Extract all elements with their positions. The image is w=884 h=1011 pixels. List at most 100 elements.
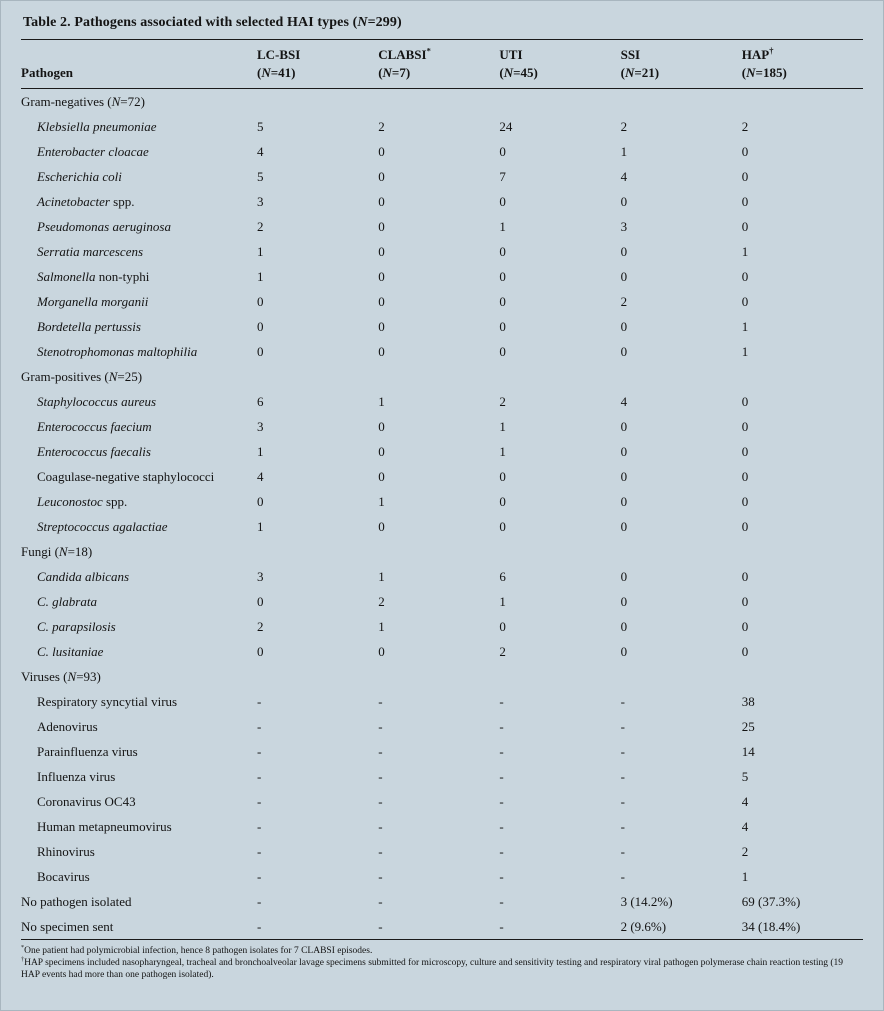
value-uti [499,89,620,99]
value-ssi: - [620,844,625,859]
value-clabsi: - [378,894,383,909]
table-row: Respiratory syncytial virus - - - - 38 [21,689,863,714]
value-hap: 0 [741,619,749,634]
value-uti: 0 [499,269,506,284]
value-hap: 38 [741,694,755,709]
table-row: C. glabrata 0 2 1 0 0 [21,589,863,614]
table-row: C. lusitaniae 0 0 2 0 0 [21,639,863,664]
value-clabsi [378,664,499,674]
table-row: Candida albicans 3 1 6 0 0 [21,564,863,589]
value-ssi: - [620,719,625,734]
table-title: Table 2. Pathogens associated with selec… [23,15,402,30]
value-ssi: - [620,744,625,759]
value-ssi [621,89,742,99]
pathogen-name: Rhinovirus [37,844,95,859]
table-row: Gram-positives (N=25) [21,364,863,389]
value-hap: 69 (37.3%) [741,894,801,909]
value-clabsi: 0 [378,444,385,459]
table-row: Escherichia coli 5 0 7 4 0 [21,164,863,189]
value-clabsi: 0 [378,294,385,309]
value-ssi: 3 (14.2%) [620,894,673,909]
value-ssi: - [620,869,625,884]
value-uti [499,664,620,674]
table-row: Parainfluenza virus - - - - 14 [21,739,863,764]
value-clabsi: 2 [378,594,385,609]
value-lc-bsi: 3 [257,569,264,584]
table-row: No specimen sent - - - 2 (9.6%) 34 (18.4… [21,914,863,939]
pathogen-name: Respiratory syncytial virus [37,694,178,709]
value-hap [742,539,863,549]
footnote-marker: † [21,956,25,963]
value-hap: 0 [741,419,749,434]
value-ssi: 0 [620,644,628,659]
value-clabsi: 0 [378,344,385,359]
table-row: Staphylococcus aureus 6 1 2 4 0 [21,389,863,414]
column-n-ssi: (N=21) [620,65,660,80]
table-row: Gram-negatives (N=72) [21,89,863,114]
value-uti: 0 [499,319,506,334]
value-lc-bsi: - [257,769,262,784]
table-row: Acinetobacter spp. 3 0 0 0 0 [21,189,863,214]
value-lc-bsi: 0 [257,344,264,359]
table-row: No pathogen isolated - - - 3 (14.2%) 69 … [21,889,863,914]
table-row: Bordetella pertussis 0 0 0 0 1 [21,314,863,339]
value-hap: 0 [741,144,749,159]
footnote-hap: †HAP specimens included nasopharyngeal, … [21,957,863,981]
value-lc-bsi: 1 [257,444,264,459]
value-lc-bsi: 6 [257,394,264,409]
value-lc-bsi: - [257,794,262,809]
value-clabsi [378,89,499,99]
table-row: Influenza virus - - - - 5 [21,764,863,789]
pathogen-name: Serratia marcescens [37,244,144,259]
value-hap [742,89,863,99]
footnote-marker: † [769,45,774,56]
pathogen-name: Gram-negatives (N=72) [21,94,145,109]
value-uti: - [499,719,504,734]
value-hap: 0 [741,644,749,659]
table-row: Adenovirus - - - - 25 [21,714,863,739]
value-hap [742,664,863,674]
table-row: Rhinovirus - - - - 2 [21,839,863,864]
value-lc-bsi: - [257,819,262,834]
value-ssi: 0 [620,244,628,259]
pathogen-name: Human metapneumovirus [37,819,172,834]
pathogen-name: C. glabrata [37,594,97,609]
column-label: CLABSI [378,47,427,62]
value-uti [499,364,620,374]
table-row: Enterobacter cloacae 4 0 0 1 0 [21,139,863,164]
value-ssi: - [620,769,625,784]
value-ssi: 0 [620,469,628,484]
pathogen-name: Viruses (N=93) [21,669,101,684]
footnote-text: HAP specimens included nasopharyngeal, t… [21,958,844,980]
column-header-uti: UTI [499,40,620,64]
pathogen-name: Adenovirus [37,719,98,734]
pathogen-name: Escherichia coli [37,169,122,184]
pathogen-name: Parainfluenza virus [37,744,138,759]
value-clabsi: 0 [378,269,385,284]
pathogen-name: Enterobacter cloacae [37,144,149,159]
pathogen-name: No pathogen isolated [21,894,132,909]
value-hap: 0 [741,444,749,459]
pathogen-name: C. lusitaniae [37,644,104,659]
value-lc-bsi: 3 [257,419,264,434]
value-uti: 1 [499,219,506,234]
table-row: Leuconostoc spp. 0 1 0 0 0 [21,489,863,514]
value-lc-bsi [257,664,378,674]
value-ssi: - [620,794,625,809]
value-lc-bsi [257,89,378,99]
column-header-lc-bsi: LC-BSI [257,40,378,64]
pathogen-name: C. parapsilosis [37,619,116,634]
value-clabsi: 0 [378,219,385,234]
value-lc-bsi: - [257,694,262,709]
value-uti [499,539,620,549]
column-label: HAP [741,47,770,62]
value-uti: - [499,919,504,934]
value-ssi: - [620,694,625,709]
footnote-marker: * [21,944,25,951]
pathogen-name: Candida albicans [37,569,130,584]
value-uti: 2 [499,394,506,409]
value-uti: 1 [499,444,506,459]
value-uti: 2 [499,644,506,659]
value-clabsi: - [378,744,383,759]
value-clabsi: 0 [378,469,385,484]
